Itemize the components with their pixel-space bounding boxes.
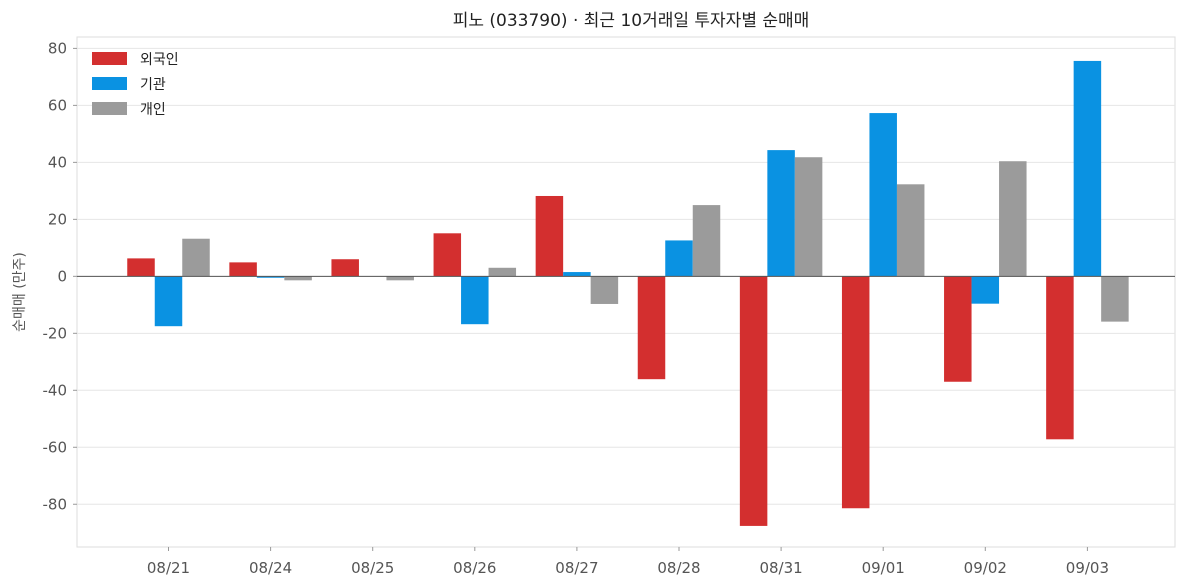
x-tick-label: 08/25	[351, 559, 394, 577]
bar-0-2	[331, 259, 359, 277]
bar-2-2	[386, 276, 414, 281]
bars	[127, 60, 1129, 526]
bar-2-4	[590, 276, 619, 304]
y-tick-label: -80	[43, 495, 68, 513]
bar-1-1	[256, 276, 285, 278]
y-axis-label: 순매매 (만주)	[12, 252, 28, 332]
legend-swatch	[92, 77, 127, 90]
bar-2-3	[488, 267, 517, 277]
bar-1-0	[154, 276, 183, 327]
y-tick-label: -20	[43, 324, 68, 342]
bar-0-1	[229, 262, 257, 277]
legend-swatch	[92, 102, 127, 115]
y-tick-label: 20	[48, 210, 67, 228]
bar-2-7	[896, 184, 925, 277]
x-tick-label: 08/27	[555, 559, 598, 577]
y-tick-label: -60	[43, 438, 68, 456]
x-tick-label: 08/24	[249, 559, 292, 577]
bar-1-7	[869, 113, 897, 277]
bar-1-6	[767, 150, 795, 277]
x-tick-label: 08/28	[657, 559, 700, 577]
bar-2-9	[1101, 276, 1129, 322]
bar-0-5	[637, 276, 666, 380]
y-tick-label: 0	[57, 267, 67, 285]
bar-1-4	[563, 272, 591, 277]
y-axis-ticks: -80 -60 -40 -20 0 20 40 60 80	[43, 39, 77, 513]
bar-1-3	[461, 276, 489, 325]
x-tick-label: 09/03	[1066, 559, 1109, 577]
bar-2-6	[794, 157, 823, 277]
x-tick-label: 08/31	[759, 559, 802, 577]
x-tick-label: 08/26	[453, 559, 496, 577]
bar-0-9	[1046, 276, 1074, 440]
legend-label: 개인	[140, 102, 166, 118]
x-tick-label: 09/02	[964, 559, 1007, 577]
y-tick-label: -40	[43, 381, 68, 399]
bar-2-8	[999, 161, 1027, 277]
y-tick-label: 80	[48, 39, 67, 57]
y-tick-label: 60	[48, 96, 67, 114]
bar-0-0	[127, 258, 155, 277]
bar-0-6	[739, 276, 768, 526]
x-axis-ticks: 08/21 08/24 08/25 08/26 08/27 08/28 08/31 09/01…	[147, 547, 1109, 577]
plot-area	[76, 36, 1176, 548]
legend-label: 기관	[140, 77, 166, 93]
y-tick-label: 40	[48, 153, 67, 171]
x-tick-label: 08/21	[147, 559, 190, 577]
legend-swatch	[92, 52, 127, 65]
bar-2-5	[692, 205, 721, 277]
bar-1-9	[1073, 60, 1102, 277]
bar-0-4	[535, 195, 564, 277]
chart-title: 피노 (033790) · 최근 10거래일 투자자별 순매매	[453, 11, 810, 31]
bar-0-3	[433, 233, 462, 277]
bar-2-0	[182, 238, 210, 277]
x-tick-label: 09/01	[862, 559, 905, 577]
bar-0-8	[944, 276, 972, 382]
bar-0-7	[841, 276, 870, 509]
legend-label: 외국인	[140, 52, 179, 68]
bar-1-5	[665, 240, 693, 277]
bar-2-1	[284, 276, 312, 281]
bar-1-8	[971, 276, 1000, 304]
